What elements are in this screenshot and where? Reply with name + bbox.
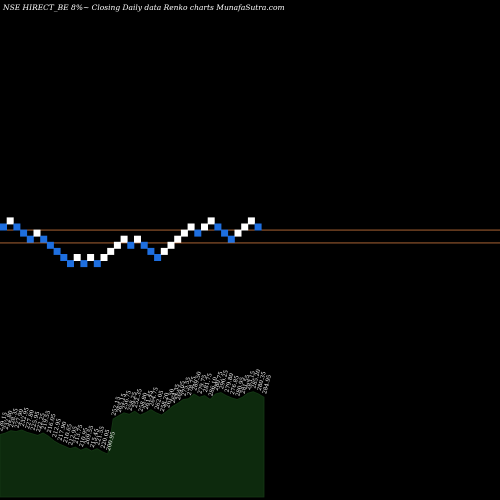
renko-brick-down (67, 260, 74, 268)
area-value-label: 290.25 (219, 369, 230, 390)
area-value-label: 265.15 (117, 393, 128, 414)
renko-brick-down (127, 241, 135, 249)
renko-brick-up (234, 229, 242, 237)
renko-brick-up (180, 229, 188, 237)
area-value-label: 264.75 (149, 386, 160, 407)
area-value-label: 210.95 (79, 427, 90, 448)
area-value-label: 284.95 (262, 374, 273, 395)
renko-brick-up (33, 229, 41, 237)
area-value-label: 283.15 (246, 370, 257, 391)
renko-brick-down (53, 247, 61, 255)
renko-bricks (0, 217, 262, 268)
area-value-label: 212.95 (52, 417, 63, 438)
area-value-label: 200.95 (106, 431, 117, 452)
renko-brick-down (147, 247, 155, 255)
renko-brick-up (73, 254, 81, 261)
area-value-label: 280.95 (235, 376, 246, 397)
area-value-label: 286.10 (208, 376, 219, 397)
area-value-label: 220.05 (101, 428, 112, 449)
area-value-label: 252.15 (111, 396, 122, 417)
renko-brick-down (194, 229, 202, 237)
area-value-label: 281.55 (241, 374, 252, 395)
area-value-label: 279.80 (224, 372, 235, 393)
renko-brick-up (241, 223, 249, 231)
area-value-label: 261.45 (144, 389, 155, 410)
renko-brick-up (247, 217, 255, 225)
area-value-label: 219.55 (41, 410, 52, 431)
area-value-label: 258.25 (127, 391, 138, 412)
area-value-label: 262.05 (154, 389, 165, 410)
area-value-label: 222.25 (36, 412, 47, 433)
area-value-label: 217.90 (57, 421, 68, 442)
renko-brick-up (100, 254, 108, 261)
renko-brick-down (60, 254, 68, 261)
renko-brick-down (46, 241, 54, 249)
area-value-label: 275.55 (181, 376, 192, 397)
area-value-label: 227.80 (25, 409, 36, 430)
area-value-label: 278.75 (187, 375, 198, 396)
area-value-label: 279.75 (197, 374, 208, 395)
renko-brick-down (227, 235, 235, 243)
area-value-label: 258.20 (160, 392, 171, 413)
area-value-label: 252.35 (133, 388, 144, 409)
area-value-label: 216.05 (47, 413, 58, 434)
area-value-label: 280.75 (214, 371, 225, 392)
area-value-label: 213.75 (74, 424, 85, 445)
area-fill (0, 391, 265, 498)
renko-brick-down (80, 260, 88, 268)
renko-brick-down (20, 229, 28, 237)
area-value-label: 276.85 (230, 375, 241, 396)
area-value-label: 289.50 (192, 371, 203, 392)
renko-brick-up (6, 217, 14, 225)
reference-lines (0, 229, 500, 244)
renko-brick-up (120, 235, 128, 243)
renko-brick-down (0, 223, 7, 231)
area-value-label: 232.95 (20, 407, 31, 428)
bottom-area-panel: 239.15232.80228.35227.90232.95227.80225.… (0, 368, 273, 498)
chart-title: NSE HIRECT_BE 8%~ Closing Daily data Ren… (2, 3, 285, 12)
area-value-label: 285.20 (251, 368, 262, 389)
area-value-label: 232.80 (4, 410, 15, 431)
renko-brick-down (214, 223, 222, 231)
renko-brick-up (134, 235, 141, 243)
area-value-label: 212.95 (68, 425, 79, 446)
area-value-label: 269.05 (176, 380, 187, 401)
renko-brick-down (13, 223, 21, 231)
renko-brick-up (207, 217, 215, 225)
area-value-label: 280.35 (257, 371, 268, 392)
area-value-label: 221.55 (95, 425, 106, 446)
area-value-label: 228.35 (9, 407, 20, 428)
area-value-label: 210.65 (63, 423, 74, 444)
renko-brick-down (40, 235, 48, 243)
renko-brick-down (254, 223, 262, 231)
area-value-label: 281.75 (203, 372, 214, 393)
renko-brick-down (221, 229, 229, 237)
area-value-label: 209.55 (84, 425, 95, 446)
area-value-label: 261.50 (165, 388, 176, 409)
area-value-label: 215.45 (90, 428, 101, 449)
renko-brick-up (174, 235, 182, 243)
renko-brick-up (87, 254, 95, 261)
area-value-label: 225.95 (30, 410, 41, 431)
area-value-label: 256.75 (122, 389, 133, 410)
renko-brick-down (93, 260, 101, 268)
area-value-label: 239.15 (0, 411, 9, 432)
renko-brick-up (107, 247, 115, 255)
area-value-label: 258.80 (138, 392, 149, 413)
renko-brick-up (167, 241, 175, 249)
renko-brick-down (140, 241, 148, 249)
renko-brick-up (201, 223, 208, 231)
area-value-label: 264.35 (171, 383, 182, 404)
area-value-label: 227.90 (14, 408, 25, 429)
renko-brick-up (113, 241, 121, 249)
renko-brick-up (187, 223, 195, 231)
renko-brick-down (154, 254, 162, 261)
renko-brick-down (26, 235, 34, 243)
renko-brick-up (160, 247, 168, 255)
